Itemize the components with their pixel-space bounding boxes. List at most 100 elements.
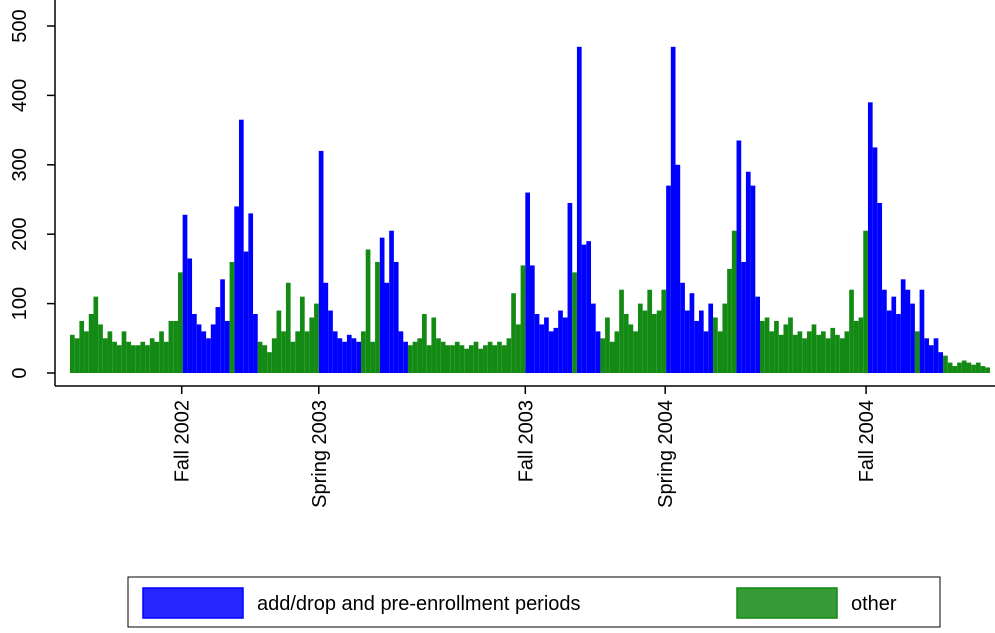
bar <box>595 331 601 373</box>
y-tick-label: 500 <box>9 9 31 42</box>
bar <box>783 324 789 373</box>
bar <box>304 331 310 373</box>
bar <box>924 338 929 373</box>
bar <box>173 320 178 373</box>
bar <box>957 362 962 373</box>
bar <box>698 310 704 373</box>
bar <box>342 341 347 373</box>
bar <box>637 303 643 373</box>
bar <box>436 338 441 373</box>
bar <box>450 345 455 373</box>
bar <box>849 289 854 373</box>
y-tick-label: 0 <box>9 367 31 378</box>
bar <box>483 345 488 373</box>
bar <box>121 331 127 373</box>
bar <box>703 331 709 373</box>
bar <box>623 314 629 373</box>
bar <box>520 265 526 373</box>
bar <box>830 327 836 373</box>
bar <box>534 314 540 373</box>
bar <box>600 338 606 373</box>
bar <box>497 341 502 373</box>
bar <box>544 317 549 373</box>
bar <box>769 331 775 373</box>
bar <box>891 296 897 373</box>
bar <box>328 310 333 373</box>
bar <box>961 360 967 373</box>
bar <box>882 289 887 373</box>
bar <box>642 310 648 373</box>
bar <box>262 345 268 373</box>
bar <box>576 46 582 373</box>
bar <box>464 348 469 373</box>
bar <box>713 317 718 373</box>
bar <box>201 331 207 373</box>
bar <box>666 185 671 373</box>
y-tick-label: 300 <box>9 148 31 181</box>
bar <box>905 289 911 373</box>
bar <box>581 244 587 373</box>
bar <box>539 324 545 373</box>
bar <box>886 310 892 373</box>
bar <box>684 310 690 373</box>
bar <box>816 334 822 373</box>
bar <box>290 341 296 373</box>
legend-swatch <box>142 587 244 619</box>
bar <box>910 303 915 373</box>
bar <box>492 345 498 373</box>
bar <box>267 352 272 373</box>
bar <box>473 341 479 373</box>
bar <box>647 289 653 373</box>
bar <box>858 317 864 373</box>
bar <box>234 206 239 373</box>
bar <box>281 331 286 373</box>
bar <box>285 282 291 373</box>
bar <box>163 341 169 373</box>
bar <box>271 338 277 373</box>
bar <box>79 320 85 373</box>
bar <box>332 331 338 373</box>
bar <box>553 327 559 373</box>
bar <box>102 338 108 373</box>
bar <box>74 338 80 373</box>
bar <box>722 303 728 373</box>
bar <box>750 185 756 373</box>
bar <box>126 341 132 373</box>
bar <box>562 317 568 373</box>
bar <box>919 289 925 373</box>
legend-label: add/drop and pre-enrollment periods <box>257 593 581 615</box>
bar <box>389 230 394 373</box>
bar <box>487 341 493 373</box>
legend-label: other <box>851 593 897 615</box>
bar <box>938 352 944 373</box>
bar <box>351 338 357 373</box>
bar <box>971 364 976 373</box>
bar <box>159 331 164 373</box>
bar <box>872 147 878 373</box>
bar <box>93 296 99 373</box>
bar <box>370 341 376 373</box>
bar <box>168 320 174 373</box>
bar <box>154 341 160 373</box>
bar <box>107 331 113 373</box>
bar <box>145 345 150 373</box>
bar <box>652 314 657 373</box>
legend-swatch <box>736 587 838 619</box>
bar <box>361 331 366 373</box>
bar <box>192 314 197 373</box>
bar <box>839 338 845 373</box>
bar <box>257 341 263 373</box>
bar <box>558 310 563 373</box>
bar <box>318 150 324 373</box>
bar <box>656 310 662 373</box>
bar <box>412 341 418 373</box>
bar <box>567 202 573 373</box>
bar <box>454 341 460 373</box>
bar <box>440 341 446 373</box>
bar <box>731 230 737 373</box>
bar <box>774 320 779 373</box>
bar <box>943 355 948 373</box>
bar <box>426 345 432 373</box>
bar <box>778 334 784 373</box>
bar <box>985 367 990 373</box>
